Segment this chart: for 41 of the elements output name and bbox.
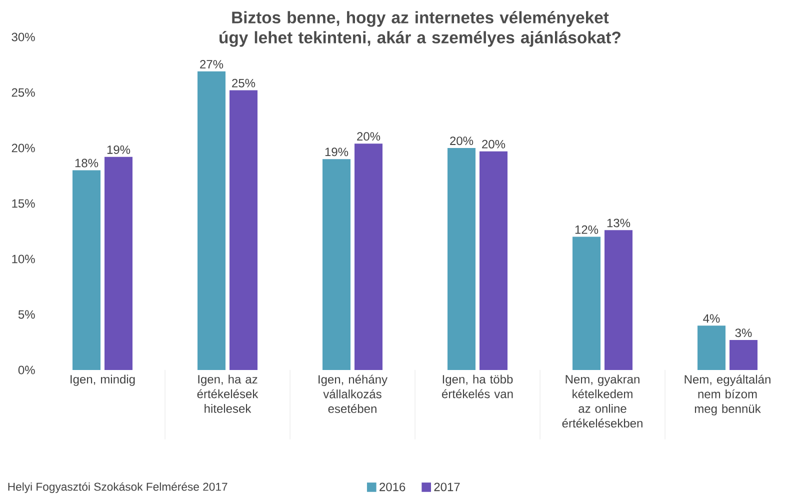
- data-label: 27%: [200, 60, 224, 68]
- data-label: 20%: [357, 132, 380, 141]
- data-label: 19%: [107, 145, 130, 154]
- bar: [322, 159, 350, 370]
- x-tick-label: Igen, néhány vállalkozás esetében: [318, 374, 388, 414]
- bar: [698, 326, 726, 370]
- y-tick-label: 25%: [12, 88, 35, 97]
- bar: [448, 148, 476, 370]
- text: Helyi Fogyasztói Szokások Felmérése 2017: [8, 482, 228, 494]
- y-tick-label: 20%: [12, 144, 35, 152]
- bar: [198, 71, 226, 370]
- data-label: 13%: [607, 218, 630, 228]
- data-label: 12%: [575, 225, 598, 234]
- data-label: 3%: [735, 328, 752, 338]
- bar: [104, 156, 132, 370]
- x-tick-label: Nem, gyakran kételkedem az online értékelésekben: [562, 374, 642, 428]
- bar: [572, 236, 601, 370]
- bar: [730, 340, 758, 370]
- x-tick-label: Nem, egyáltalán nem bízom meg bennük: [684, 374, 770, 416]
- chart-title: Biztos benne, hogy az internetes véleményeket úgy lehet tekinteni, akár a személyes ajánlásokat?: [220, 11, 620, 47]
- y-tick-label: 0%: [18, 366, 35, 374]
- bar: [604, 230, 633, 370]
- y-tick-label: 15%: [12, 199, 35, 208]
- legend-label: 2016: [380, 482, 406, 492]
- bar: [480, 151, 508, 370]
- x-tick-label: Igen, ha több értékelés van: [442, 374, 513, 398]
- data-label: 18%: [75, 158, 98, 168]
- bar: [354, 144, 382, 370]
- y-tick-label: 10%: [12, 254, 35, 264]
- y-tick-label: 30%: [12, 32, 35, 42]
- data-label: 20%: [450, 136, 474, 146]
- data-label: 4%: [703, 314, 720, 323]
- y-tick-label: 5%: [18, 310, 35, 319]
- bar: [230, 90, 258, 370]
- bar: [72, 170, 100, 370]
- data-label: 19%: [325, 148, 348, 156]
- x-tick-label: Igen, ha az értékelések hitelesek: [197, 374, 258, 413]
- data-label: 20%: [482, 140, 506, 148]
- data-label: 25%: [232, 78, 256, 88]
- x-tick-label: Igen, mindig: [70, 374, 135, 386]
- legend-label: 2017: [434, 482, 460, 492]
